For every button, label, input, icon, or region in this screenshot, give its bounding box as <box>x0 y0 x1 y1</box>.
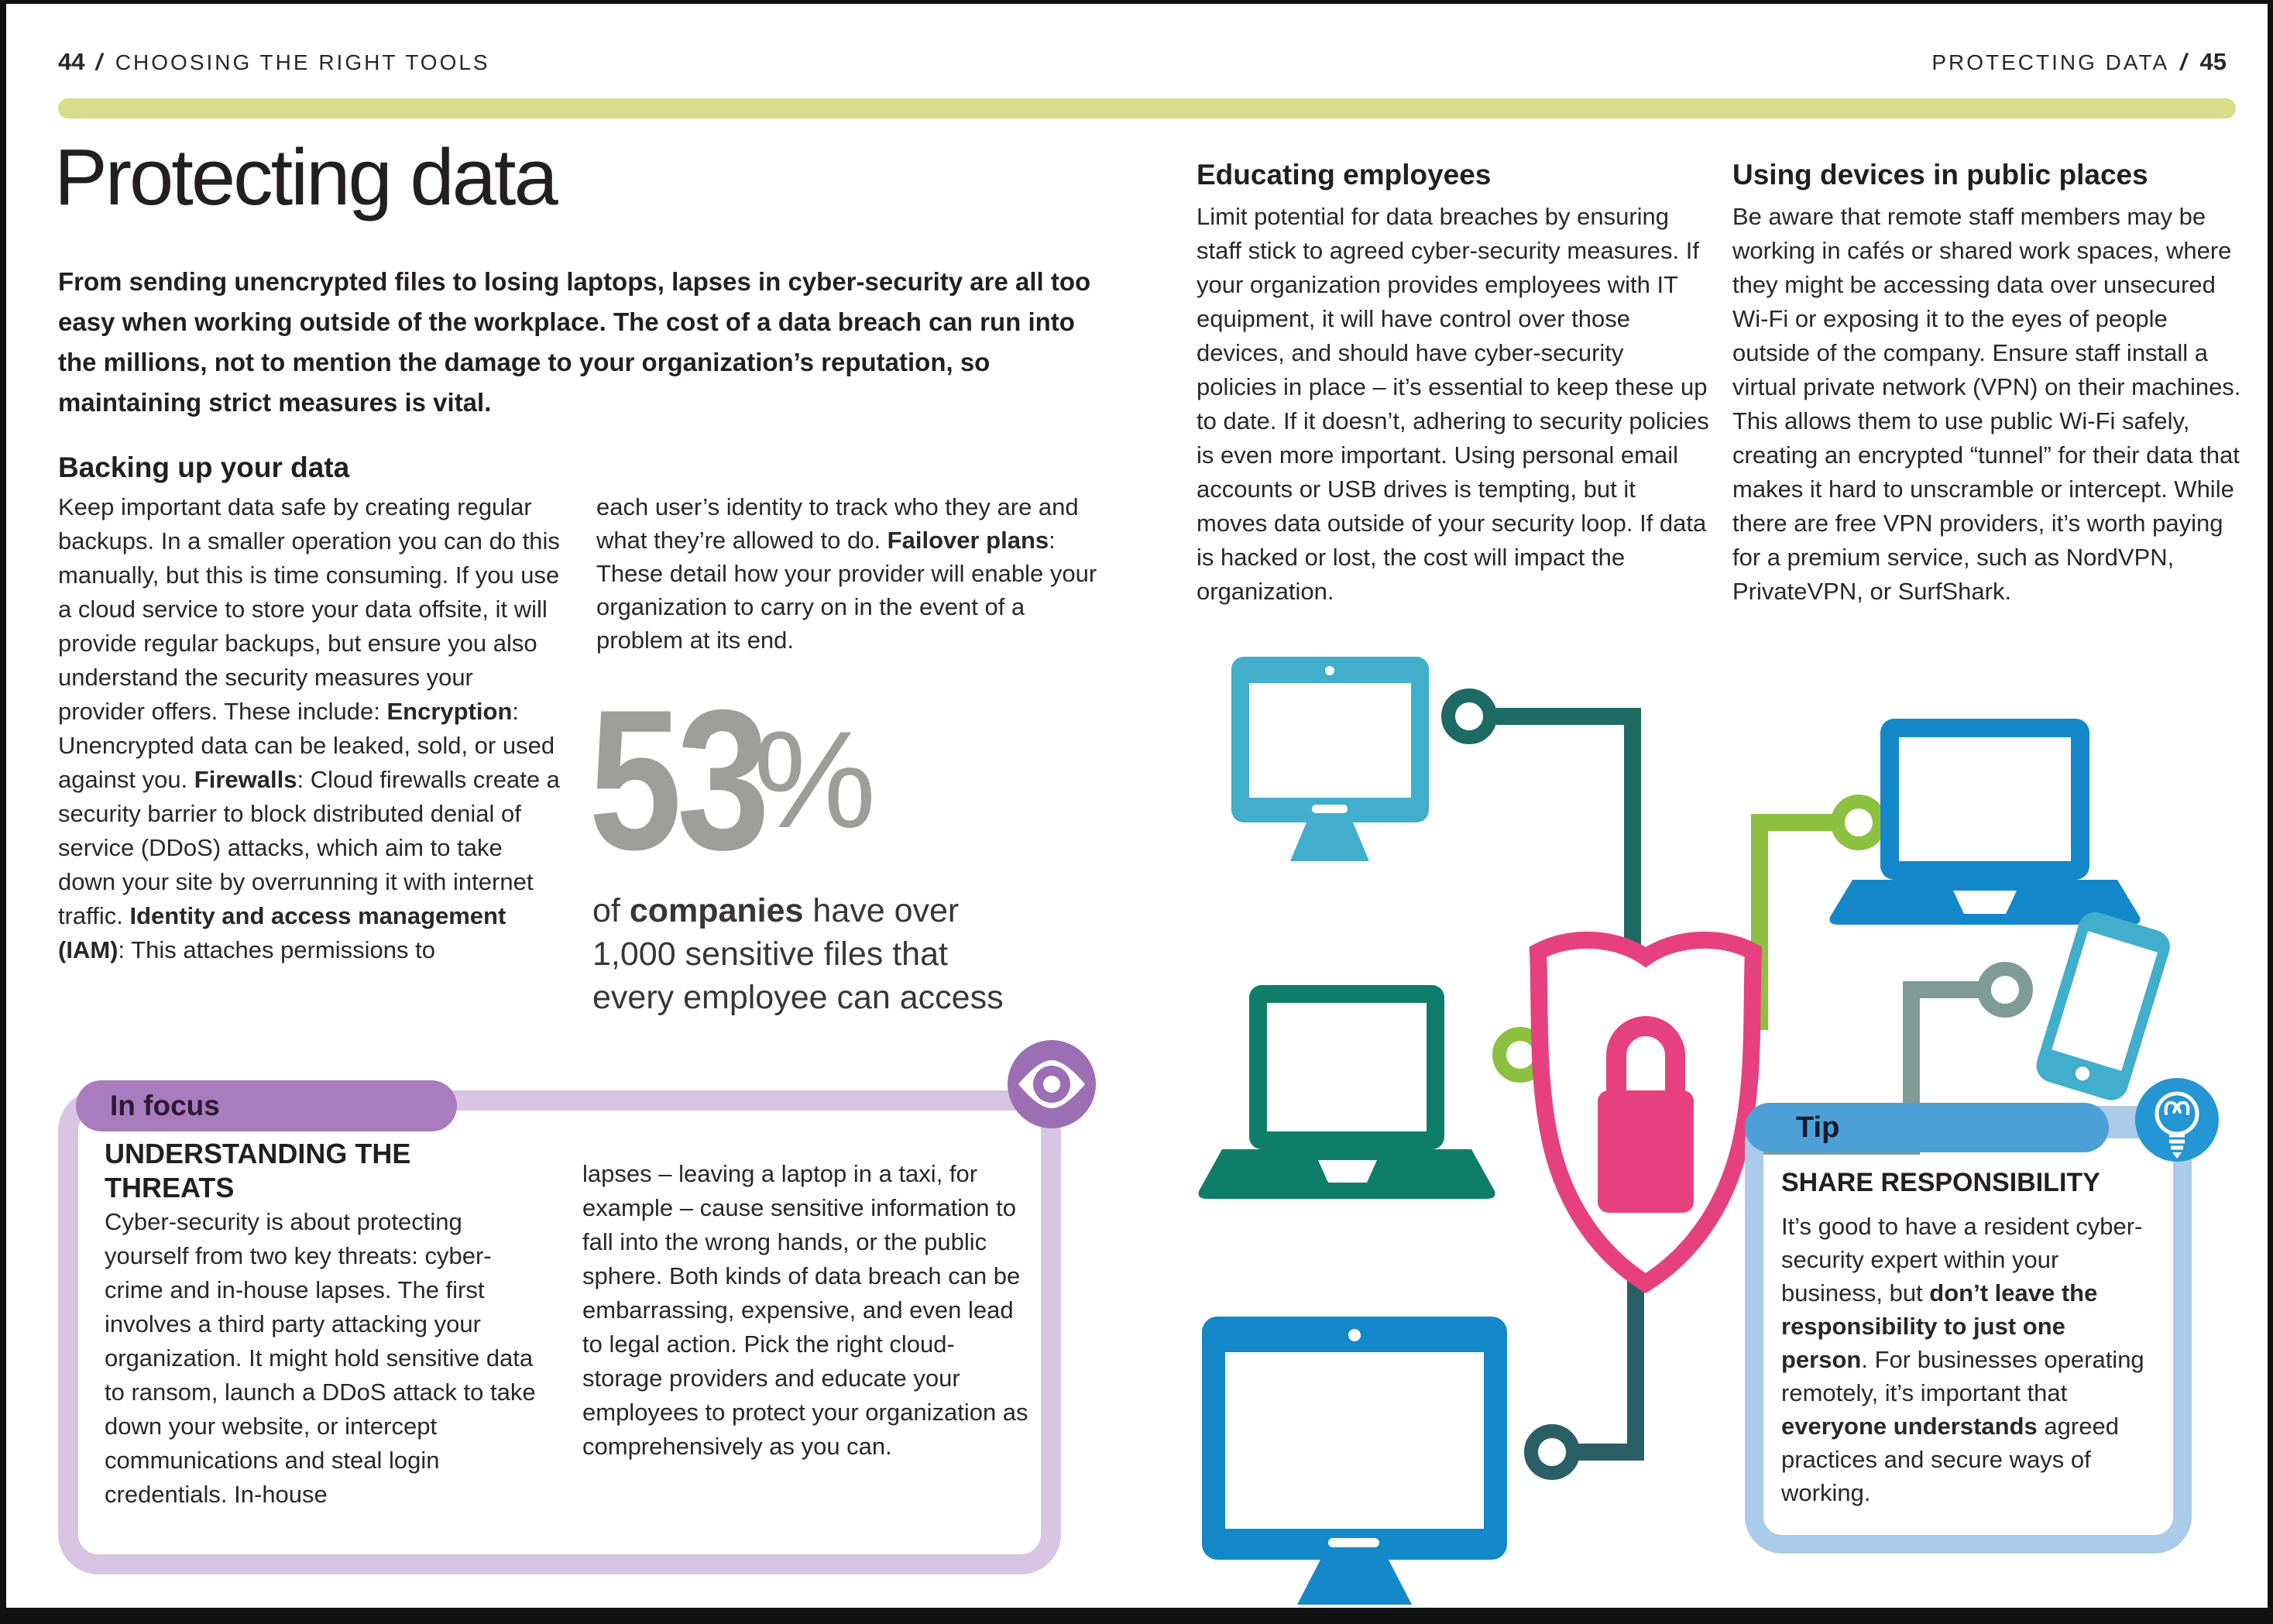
laptop-icon <box>1198 985 1495 1199</box>
in-focus-column-1: Cyber-security is about protecting yours… <box>105 1208 536 1508</box>
right-page-number: 45 <box>2199 48 2227 75</box>
connector-ring-icon <box>1524 1424 1580 1480</box>
section-heading-educating: Educating employees <box>1197 159 1492 191</box>
left-chapter-title: CHOOSING THE RIGHT TOOLS <box>115 50 490 74</box>
shield-lock-icon <box>1529 931 1763 1294</box>
statistic-caption: of companies have over 1,000 sensitive f… <box>592 892 1004 1016</box>
intro-paragraph: From sending unencrypted files to losing… <box>58 267 1091 417</box>
section-heading-public-places: Using devices in public places <box>1732 159 2148 191</box>
slash-separator: / <box>95 50 105 75</box>
connector-dark-teal <box>1441 688 1641 976</box>
monitor-icon <box>1202 1317 1507 1605</box>
right-chapter-title: PROTECTING DATA <box>1931 50 2170 74</box>
section-heading-backing-up: Backing up your data <box>58 451 350 483</box>
statistic-number: 53 <box>589 668 770 891</box>
in-focus-tab: In focus <box>76 1080 457 1131</box>
page-edge <box>0 0 2273 4</box>
right-running-head: PROTECTING DATA / 45 <box>1931 48 2227 76</box>
tip-heading: SHARE RESPONSIBILITY <box>1781 1168 2100 1197</box>
educating-body: Limit potential for data breaches by ens… <box>1197 203 1709 605</box>
security-network-illustration <box>1198 657 2170 1605</box>
public-places-body: Be aware that remote staff members may b… <box>1732 203 2241 605</box>
tip-body: It’s good to have a resident cyber-secur… <box>1781 1213 2144 1506</box>
connector-ring-icon <box>1977 962 2033 1018</box>
lightbulb-icon <box>2135 1078 2219 1162</box>
page-edge <box>0 0 6 1624</box>
page-edge <box>0 1608 2273 1624</box>
eye-icon <box>1008 1040 1096 1128</box>
statistic: 53 % <box>589 680 876 880</box>
connector-ring-icon <box>1441 688 1497 744</box>
in-focus-heading: UNDERSTANDING THE THREATS <box>105 1138 411 1203</box>
connector-slate <box>1524 1270 1644 1480</box>
laptop-icon <box>1829 719 2141 925</box>
monitor-icon <box>1231 657 1429 861</box>
page-title: Protecting data <box>54 132 558 221</box>
tip-tab: Tip <box>1745 1103 2109 1152</box>
in-focus-box <box>58 1090 1061 1574</box>
statistic-percent-sign: % <box>753 702 877 857</box>
smartphone-icon <box>2036 912 2170 1100</box>
backing-up-column-2: each user’s identity to track who they a… <box>596 493 1097 654</box>
left-page-number: 44 <box>58 48 85 75</box>
left-running-head: 44 / CHOOSING THE RIGHT TOOLS <box>58 48 490 76</box>
slash-separator: / <box>2180 50 2189 75</box>
in-focus-column-2: lapses – leaving a laptop in a taxi, for… <box>582 1160 1028 1460</box>
page-edge <box>2268 0 2273 1624</box>
accent-rule <box>58 98 2236 118</box>
connector-ring-icon <box>1831 795 1887 850</box>
backing-up-column-1: Keep important data safe by creating reg… <box>58 493 560 963</box>
